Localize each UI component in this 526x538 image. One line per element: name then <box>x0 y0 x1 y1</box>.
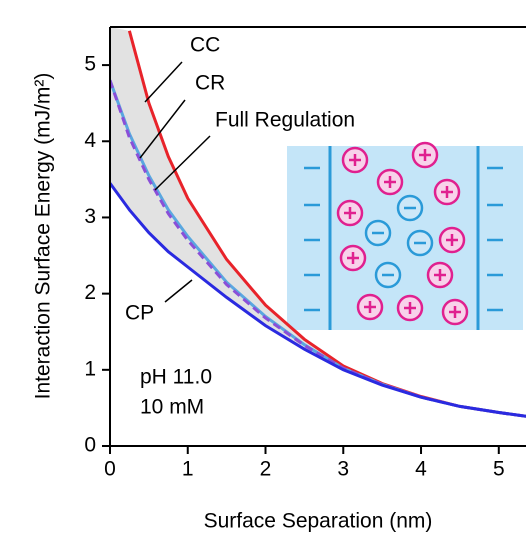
series-label: Full Regulation <box>215 109 355 132</box>
y-tick-label: 5 <box>84 53 96 76</box>
series-line <box>110 182 526 418</box>
annotation: pH 11.0 <box>140 366 212 389</box>
leader-line <box>164 279 193 303</box>
series-label: CP <box>125 302 154 325</box>
shaded-region <box>110 27 526 417</box>
x-tick-label: 0 <box>104 458 116 481</box>
y-tick-label: 1 <box>84 357 96 380</box>
leader-line <box>154 135 211 191</box>
y-tick-label: 3 <box>84 205 96 228</box>
leader-line <box>144 61 183 103</box>
x-axis-label: Surface Separation (nm) <box>204 510 433 533</box>
leader-line <box>139 99 186 159</box>
x-tick-label: 4 <box>415 458 427 481</box>
x-tick-label: 1 <box>182 458 194 481</box>
series-label: CC <box>190 34 220 57</box>
y-tick-label: 4 <box>84 129 96 152</box>
x-tick-label: 2 <box>260 458 272 481</box>
x-tick-label: 5 <box>493 458 505 481</box>
x-tick-label: 3 <box>337 458 349 481</box>
inset-diagram <box>287 141 523 330</box>
y-axis-label: Interaction Surface Energy (mJ/m²) <box>32 73 55 400</box>
annotation: 10 mM <box>140 396 204 419</box>
y-tick-label: 2 <box>84 281 96 304</box>
series-label: CR <box>195 72 225 95</box>
y-tick-label: 0 <box>84 434 96 457</box>
